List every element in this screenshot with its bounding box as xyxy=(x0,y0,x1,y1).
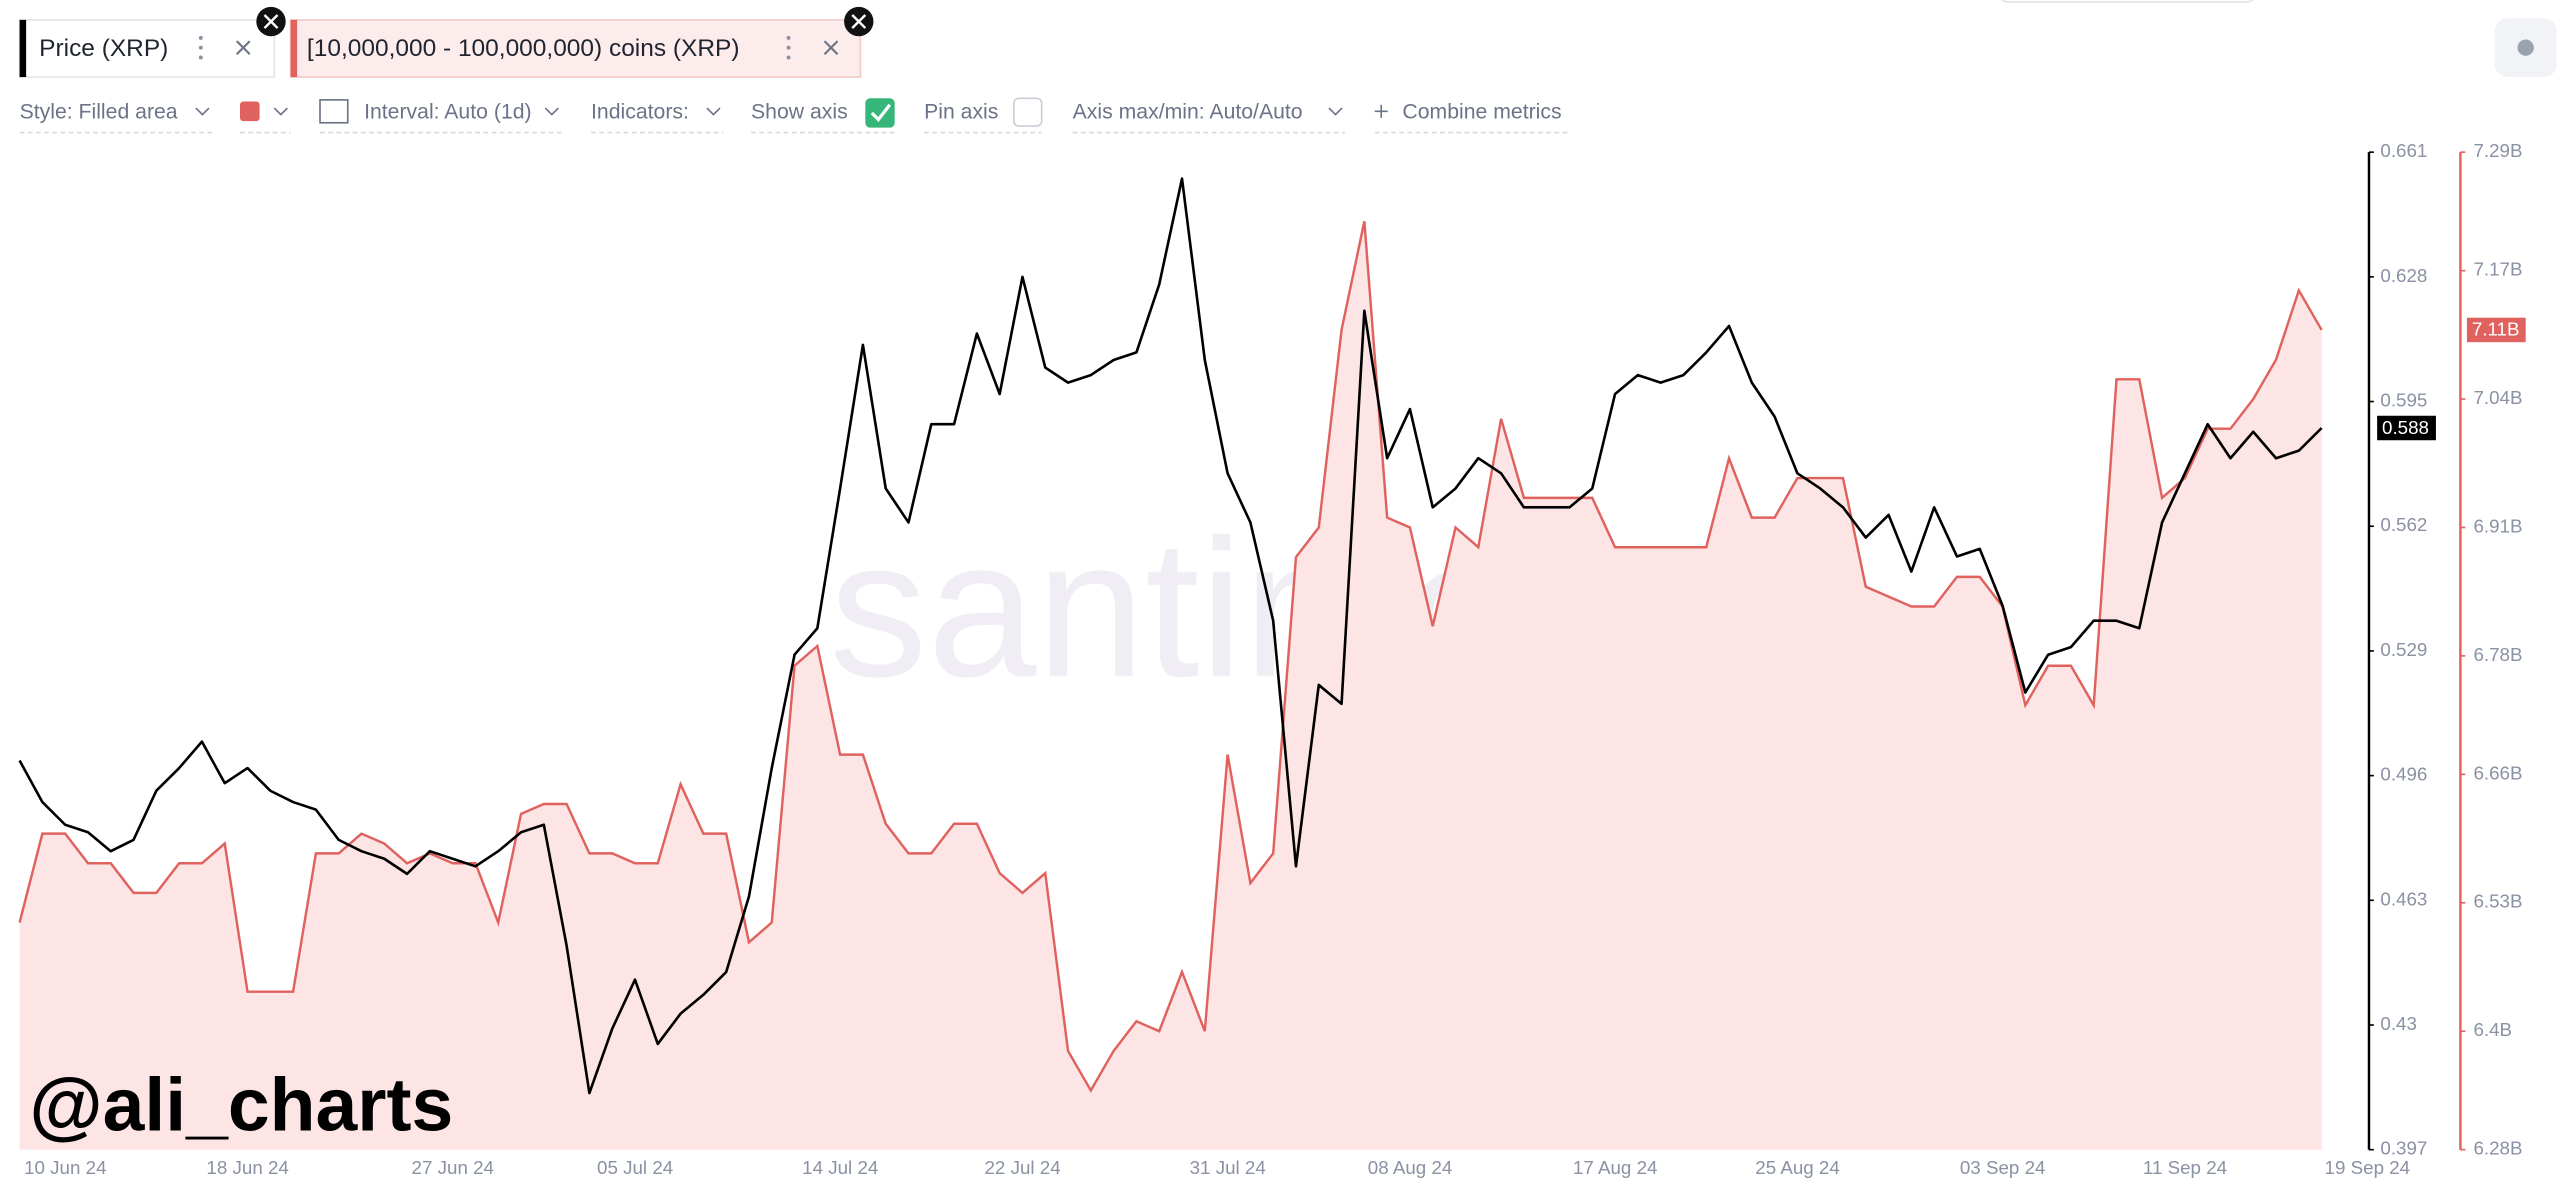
x-tick-label: 31 Jul 24 xyxy=(1190,1157,1266,1178)
y-tick-label: 0.529 xyxy=(2380,639,2427,660)
tab-menu[interactable] xyxy=(198,35,203,60)
price-line xyxy=(18,177,2323,1095)
indicators-select[interactable]: Indicators: xyxy=(591,101,689,124)
x-tick-label: 11 Sep 24 xyxy=(2143,1157,2227,1178)
style-select[interactable]: Style: Filled area xyxy=(20,101,178,124)
chevron xyxy=(544,107,559,116)
interval-select[interactable]: Interval: Auto (1d) xyxy=(364,101,531,124)
area-fill xyxy=(19,221,2322,1150)
x-tick-label: 27 Jun 24 xyxy=(412,1157,494,1178)
x-tick-label: 17 Aug 24 xyxy=(1573,1157,1658,1178)
plot: santiment@ali_charts0.6610.6280.5950.562… xyxy=(18,140,2526,1178)
y2-tick-label: 6.66B xyxy=(2473,762,2522,783)
chevron xyxy=(706,107,721,116)
y2-tick-label: 7.17B xyxy=(2473,259,2522,280)
settings-dot xyxy=(2517,39,2534,56)
x-tick-label: 25 Aug 24 xyxy=(1755,1157,1840,1178)
y2-tick-label: 6.53B xyxy=(2473,891,2522,912)
tab-marker xyxy=(290,19,298,78)
y-tick-label: 0.397 xyxy=(2380,1138,2427,1159)
chevron xyxy=(195,107,210,116)
area-line xyxy=(18,221,2323,1093)
top-pill[interactable] xyxy=(1998,0,2256,3)
y2-tick-label: 6.4B xyxy=(2473,1019,2512,1040)
x-tick-label: 19 Sep 24 xyxy=(2325,1157,2411,1178)
tab-label: [10,000,000 - 100,000,000) coins (XRP) xyxy=(307,35,740,62)
y-tick-label: 0.496 xyxy=(2380,764,2427,785)
handle: @ali_charts xyxy=(29,1062,453,1146)
show-axis-label[interactable]: Show axis xyxy=(751,101,848,124)
tab-menu[interactable] xyxy=(786,35,791,60)
value-badge xyxy=(2377,415,2436,441)
y-tick-label: 0.43 xyxy=(2380,1013,2417,1034)
value-badge-label: 7.11B xyxy=(2472,319,2520,340)
tab-label: Price (XRP) xyxy=(39,35,168,62)
tab-marker xyxy=(19,19,27,78)
x-tick-label: 08 Aug 24 xyxy=(1368,1157,1453,1178)
tab-holders[interactable]: [10,000,000 - 100,000,000) coins (XRP) xyxy=(289,6,874,78)
x-tick-label: 18 Jun 24 xyxy=(206,1157,288,1178)
plus-icon xyxy=(1374,104,1388,118)
y2-tick-label: 7.29B xyxy=(2473,140,2522,161)
value-badge xyxy=(2466,317,2526,343)
pin-axis-label[interactable]: Pin axis xyxy=(924,101,998,124)
tab-bg xyxy=(289,19,862,78)
y-tick-label: 0.463 xyxy=(2380,888,2427,909)
axis-range-select[interactable]: Axis max/min: Auto/Auto xyxy=(1073,101,1303,124)
color-picker[interactable] xyxy=(240,101,260,122)
tab-close[interactable] xyxy=(235,40,251,55)
x-tick-label: 10 Jun 24 xyxy=(24,1157,106,1178)
y2-tick-label: 6.78B xyxy=(2473,644,2522,665)
x-tick-label: 22 Jul 24 xyxy=(985,1157,1061,1178)
combine-metrics[interactable]: Combine metrics xyxy=(1402,101,1561,124)
toolbar: Style: Filled area Interval: Auto (1d) I… xyxy=(20,97,1569,134)
y-tick-label: 0.661 xyxy=(2380,140,2427,161)
chevron xyxy=(273,107,288,116)
show-axis-checkbox[interactable] xyxy=(865,98,895,128)
tab-bg xyxy=(18,19,276,78)
y2-tick-label: 6.28B xyxy=(2473,1138,2522,1159)
y-tick-label: 0.628 xyxy=(2380,265,2427,286)
y2-tick-label: 6.91B xyxy=(2473,515,2522,536)
value-badge-label: 0.588 xyxy=(2382,417,2429,438)
check-icon xyxy=(870,103,892,122)
y-tick-label: 0.562 xyxy=(2380,514,2427,535)
tab-price[interactable]: Price (XRP) xyxy=(18,6,286,78)
x-tick-label: 03 Sep 24 xyxy=(1960,1157,2046,1178)
tab-close[interactable] xyxy=(823,40,839,55)
pin-axis-checkbox[interactable] xyxy=(1013,97,1043,127)
x-tick-label: 14 Jul 24 xyxy=(802,1157,878,1178)
interval-icon xyxy=(319,99,349,124)
x-tick-label: 05 Jul 24 xyxy=(597,1157,673,1178)
tab-remove-icon xyxy=(263,14,279,29)
tab-remove-icon xyxy=(851,14,867,29)
y2-tick-label: 7.04B xyxy=(2473,387,2522,408)
y-tick-label: 0.595 xyxy=(2380,389,2427,410)
chevron xyxy=(1328,107,1343,116)
